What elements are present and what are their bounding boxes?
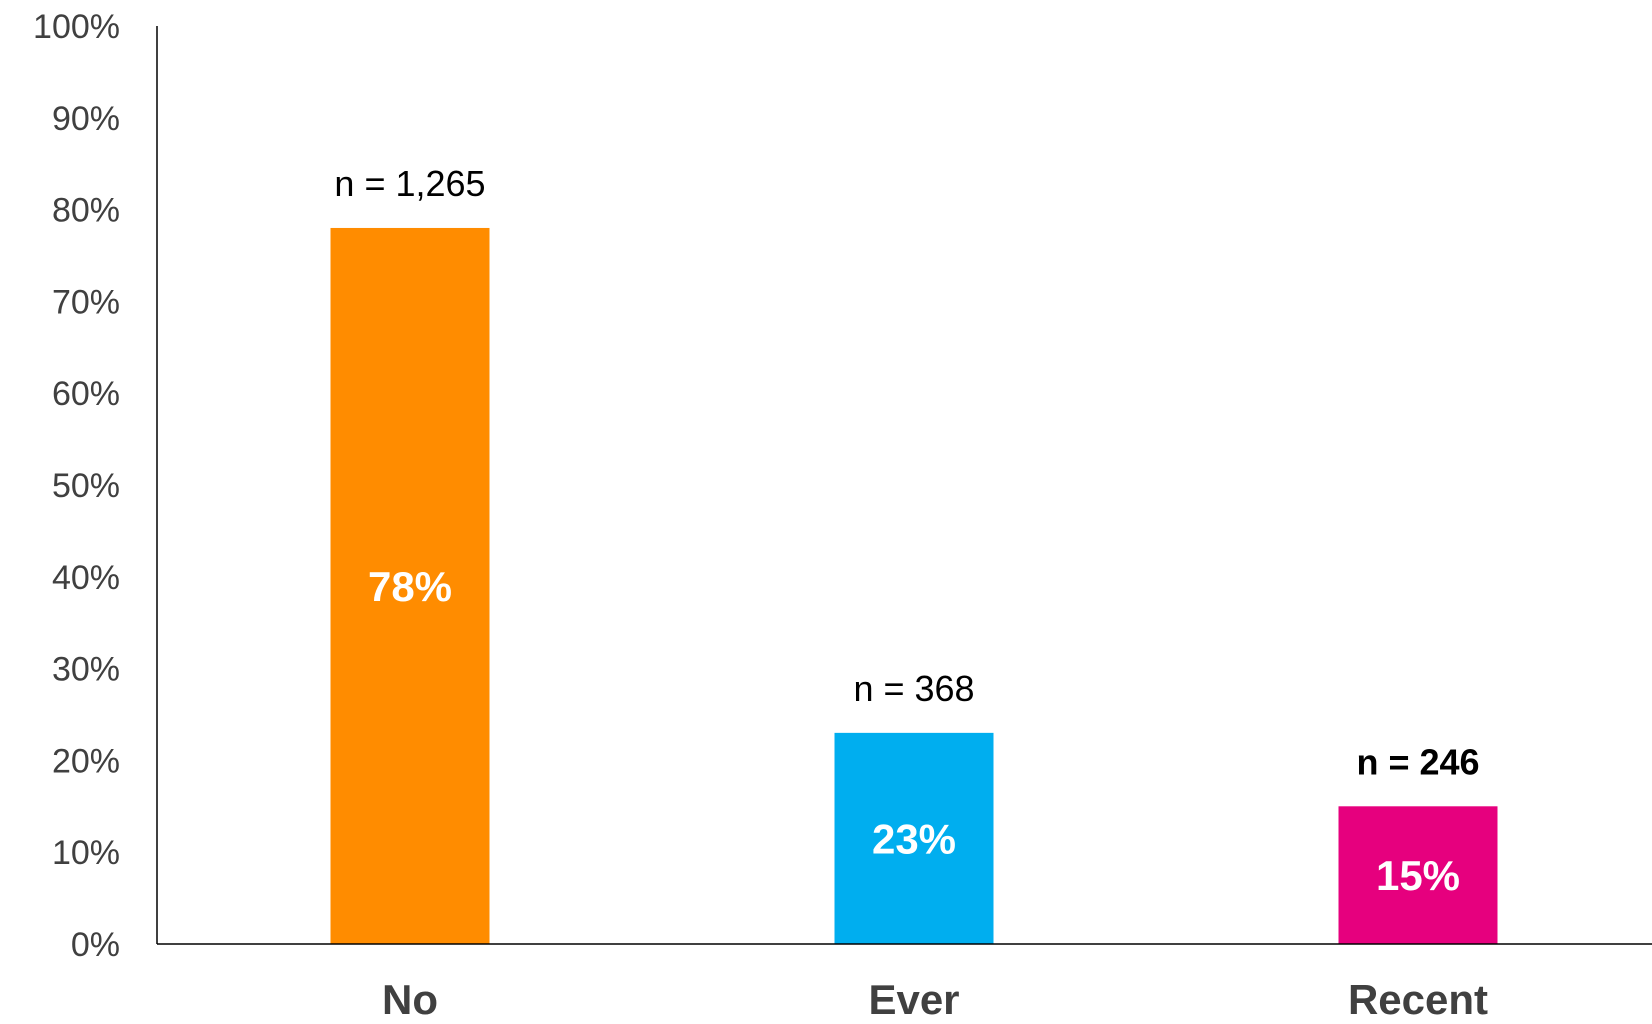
value-label-recent: 15% bbox=[1376, 852, 1460, 899]
value-label-ever: 23% bbox=[872, 815, 956, 862]
y-tick-label: 0% bbox=[71, 926, 120, 964]
y-tick-label: 90% bbox=[52, 100, 120, 138]
y-tick-label: 20% bbox=[52, 742, 120, 780]
sample-size-label-recent: n = 246 bbox=[1356, 741, 1479, 782]
category-labels: No Ever Recent bbox=[382, 976, 1488, 1023]
y-axis-ticks: 0% 10% 20% 30% 40% 50% 60% 70% 80% 90% 100% bbox=[33, 8, 120, 964]
category-label-ever: Ever bbox=[868, 976, 959, 1023]
y-tick-label: 10% bbox=[52, 834, 120, 872]
y-tick-label: 30% bbox=[52, 651, 120, 689]
category-label-recent: Recent bbox=[1348, 976, 1488, 1023]
sample-size-labels: n = 1,265 n = 368 n = 246 bbox=[334, 163, 1479, 782]
y-tick-label: 70% bbox=[52, 283, 120, 321]
y-tick-label: 60% bbox=[52, 375, 120, 413]
y-tick-label: 50% bbox=[52, 467, 120, 505]
bar-recent bbox=[1338, 806, 1498, 944]
category-label-no: No bbox=[382, 976, 438, 1023]
sample-size-label-ever: n = 368 bbox=[853, 668, 974, 709]
bar-no bbox=[330, 227, 490, 944]
y-tick-label: 40% bbox=[52, 559, 120, 597]
bars bbox=[330, 227, 1498, 944]
y-tick-label: 100% bbox=[33, 8, 120, 46]
value-labels: 78% 23% 15% bbox=[368, 563, 1460, 899]
sample-size-label-no: n = 1,265 bbox=[334, 163, 485, 204]
value-label-no: 78% bbox=[368, 563, 452, 610]
bar-ever bbox=[834, 732, 994, 944]
y-tick-label: 80% bbox=[52, 192, 120, 230]
